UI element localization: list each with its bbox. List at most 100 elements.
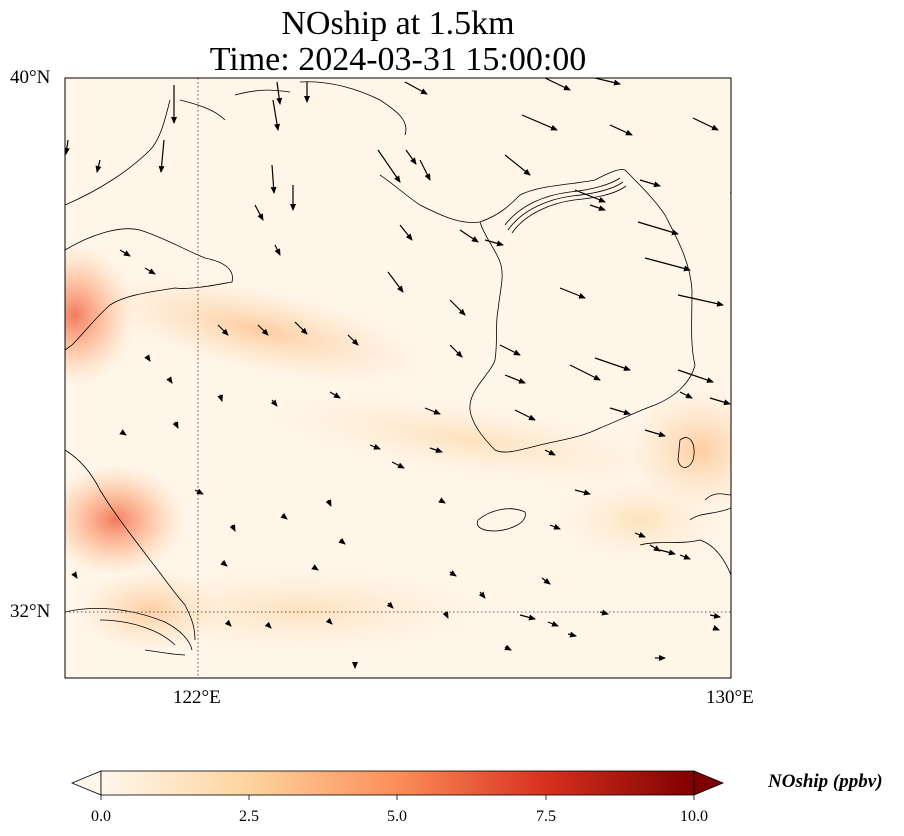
colorbar-extend-high — [693, 770, 725, 796]
wind-arrow — [514, 409, 536, 421]
wind-arrow — [544, 449, 556, 456]
liaodong-coast — [379, 169, 626, 223]
wind-arrow — [264, 621, 272, 629]
wind-arrow — [544, 78, 571, 91]
wind-arrow — [172, 421, 179, 429]
wind-arrow — [386, 601, 394, 609]
lon-label-122e: 122°E — [173, 687, 221, 708]
colorbar-tick-7-5: 7.5 — [536, 808, 556, 825]
colorbar-body — [100, 770, 695, 796]
wind-arrow — [634, 531, 646, 538]
wind-arrow — [594, 357, 631, 371]
wind-arrow — [294, 321, 308, 335]
wind-arrow — [569, 364, 601, 381]
colorbar-tick-10: 10.0 — [680, 808, 708, 825]
wind-arrow — [158, 139, 165, 173]
wind-arrow — [272, 99, 280, 131]
map-frame — [64, 77, 732, 679]
wind-arrow — [338, 537, 346, 545]
wind-arrow — [659, 549, 676, 556]
wind-arrow — [119, 249, 131, 257]
wind-arrow — [270, 399, 278, 407]
wind-arrow — [599, 609, 609, 616]
wind-arrow — [442, 611, 449, 619]
wind-arrow — [217, 394, 223, 402]
wind-arrow — [679, 391, 693, 399]
wind-arrow — [405, 149, 417, 165]
wind-arrow — [71, 571, 78, 579]
wind-arrow — [499, 344, 521, 356]
wind-arrow — [429, 447, 443, 453]
wind-arrow — [144, 267, 156, 275]
wind-arrow — [644, 257, 691, 272]
wind-arrow — [639, 179, 661, 188]
wind-arrow — [270, 164, 277, 194]
lat-label-32n: 32°N — [10, 601, 51, 622]
wind-arrow — [478, 591, 486, 599]
wind-arrow — [709, 397, 731, 406]
wind-arrow — [280, 512, 288, 520]
wind-arrow — [404, 81, 428, 95]
wind-arrow — [166, 376, 173, 384]
wind-arrow — [369, 443, 381, 450]
wind-arrow — [677, 369, 714, 383]
bohai-coast — [65, 81, 407, 206]
wind-arrow — [399, 224, 413, 241]
wind-arrow — [574, 189, 606, 203]
colorbar-ticks — [100, 795, 695, 800]
wind-arrow — [504, 374, 526, 384]
wind-arrow — [387, 271, 404, 293]
lat-label-40n: 40°N — [10, 67, 51, 88]
colorbar-label: NOship (ppbv) — [768, 771, 883, 792]
yangtze-estuary — [65, 607, 193, 656]
jeju-island — [476, 508, 526, 532]
colorbar-extend-low — [70, 770, 102, 796]
wind-arrow — [549, 523, 561, 530]
wind-arrow — [217, 324, 229, 336]
wind-arrow — [609, 407, 631, 416]
colorbar-tick-0: 0.0 — [91, 808, 111, 825]
wind-arrow — [449, 570, 457, 577]
wind-vectors — [65, 78, 731, 669]
wind-arrow — [347, 334, 359, 346]
wind-arrow — [677, 294, 724, 307]
concentration-field — [65, 78, 731, 678]
kyushu-coast — [639, 493, 731, 576]
wind-arrow — [567, 631, 577, 638]
wind-arrow — [391, 461, 405, 469]
wind-arrow — [637, 221, 679, 236]
korea-border — [504, 177, 627, 234]
wind-arrow — [484, 239, 504, 247]
korea-coast — [469, 169, 696, 453]
wind-arrow — [649, 544, 661, 552]
wind-arrow — [329, 391, 341, 399]
wind-arrow — [438, 497, 446, 504]
map-title: NOship at 1.5km — [281, 5, 515, 42]
wind-arrow — [65, 139, 70, 155]
wind-arrow — [274, 244, 281, 256]
wind-arrow — [589, 204, 606, 211]
wind-arrow — [459, 229, 479, 243]
wind-arrow — [419, 159, 431, 181]
china-coastline — [65, 228, 233, 351]
wind-arrow — [547, 620, 559, 627]
colorbar-tick-5: 5.0 — [387, 808, 407, 825]
map-subtitle-time: Time: 2024-03-31 15:00:00 — [209, 41, 587, 78]
wind-arrow — [377, 149, 401, 183]
wind-arrow — [95, 159, 102, 173]
wind-arrow — [311, 564, 319, 571]
wind-arrow — [325, 499, 332, 507]
wind-arrow — [692, 117, 719, 131]
wind-arrow — [229, 524, 236, 532]
gridlines — [65, 78, 731, 678]
wind-arrow — [449, 299, 466, 316]
china-coastline-south — [65, 449, 196, 641]
wind-arrow — [504, 154, 531, 176]
wind-arrow — [679, 553, 691, 560]
tsushima-island — [677, 437, 695, 468]
wind-arrow — [119, 429, 127, 436]
wind-arrow — [449, 344, 463, 358]
wind-arrow — [194, 488, 204, 495]
wind-arrow — [574, 489, 591, 496]
